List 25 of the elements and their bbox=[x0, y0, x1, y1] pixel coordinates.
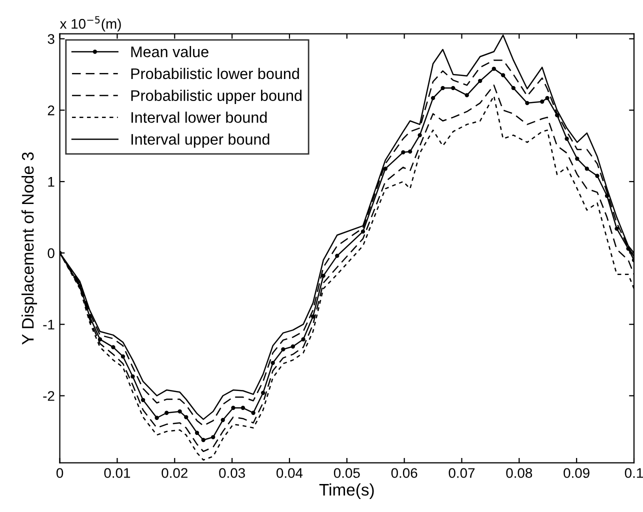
legend-label: Interval lower bound bbox=[131, 112, 267, 123]
x-tick-label: 0 bbox=[56, 468, 64, 478]
x-tick-label: 0.05 bbox=[334, 468, 360, 478]
y-tick-label: 3 bbox=[48, 34, 54, 44]
y-tick-label: -2 bbox=[43, 391, 54, 401]
y-tick-label: 2 bbox=[48, 106, 54, 116]
legend-label: Interval upper bound bbox=[131, 134, 270, 148]
x-axis-title: Time(s) bbox=[319, 483, 374, 499]
x-tick-label: 0.09 bbox=[564, 468, 590, 478]
y-tick-label: 1 bbox=[48, 177, 54, 187]
x-tick-label: 0.03 bbox=[219, 468, 245, 478]
y-tick-label: 0 bbox=[48, 248, 54, 258]
legend-label: Probabilistic lower bound bbox=[131, 68, 299, 80]
legend-label: Probabilistic upper bound bbox=[131, 90, 302, 104]
x-tick-label: 0.01 bbox=[104, 468, 130, 478]
y-axis-title: Y Displacement of Node 3 bbox=[22, 152, 38, 345]
x-tick-label: 0.02 bbox=[162, 468, 188, 478]
x-tick-label: 0.08 bbox=[506, 468, 532, 478]
text: x 10$^{−5}$(m) bbox=[60, 16, 121, 32]
x-tick-label: 0.1 bbox=[624, 468, 643, 478]
x-tick-label: 0.07 bbox=[448, 468, 475, 478]
x-tick-label: 0.04 bbox=[276, 468, 303, 478]
y-tick-label: -1 bbox=[43, 320, 54, 330]
legend-label: Mean value bbox=[131, 46, 208, 58]
x-tick-label: 0.06 bbox=[391, 468, 418, 478]
